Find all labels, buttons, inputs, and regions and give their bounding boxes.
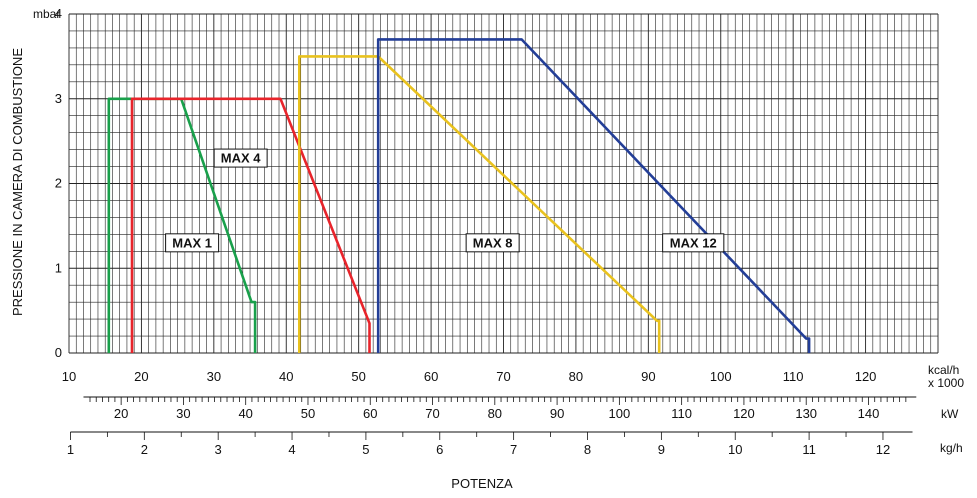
kw-tick-label: 50 — [301, 406, 315, 421]
kgh-unit-label: kg/h — [940, 441, 963, 455]
kgh-tick-label: 11 — [802, 442, 816, 457]
kgh-tick-label: 2 — [141, 442, 148, 457]
series-name-box — [165, 233, 220, 253]
kcal-tick-label: 50 — [351, 369, 365, 384]
kcal-tick-label: 30 — [207, 369, 221, 384]
grid — [68, 13, 939, 354]
y-tick-label: 2 — [55, 176, 62, 191]
kw-unit-label: kW — [941, 407, 959, 421]
kcal-tick-label: 40 — [279, 369, 293, 384]
kcal-tick-label: 90 — [641, 369, 655, 384]
kw-tick-label: 90 — [550, 406, 564, 421]
series-name-label: MAX 4 — [221, 151, 262, 166]
kcal-tick-label: 70 — [496, 369, 510, 384]
kw-tick-label: 80 — [488, 406, 502, 421]
kgh-tick-label: 10 — [728, 442, 742, 457]
series-line — [107, 97, 257, 353]
kgh-tick-label: 4 — [288, 442, 295, 457]
y-axis-unit: mbar — [33, 7, 60, 21]
kgh-tick-label: 1 — [67, 442, 74, 457]
kw-tick-label: 60 — [363, 406, 377, 421]
y-axis-label: PRESSIONE IN CAMERA DI COMBUSTIONE — [10, 48, 25, 316]
kw-tick-label: 40 — [238, 406, 252, 421]
kgh-tick-label: 12 — [876, 442, 890, 457]
kgh-tick-label: 5 — [362, 442, 369, 457]
kw-tick-label: 140 — [858, 406, 880, 421]
y-tick-label: 3 — [55, 91, 62, 106]
series-name-label: MAX 8 — [473, 235, 513, 250]
series-name-label: MAX 12 — [670, 235, 717, 250]
kcal-tick-label: 110 — [783, 369, 804, 384]
series-line — [376, 38, 811, 353]
kw-tick-label: 70 — [425, 406, 439, 421]
kcal-unit-label: kcal/h — [928, 363, 959, 377]
kgh-tick-label: 8 — [584, 442, 591, 457]
kcal-tick-label: 20 — [134, 369, 148, 384]
kgh-tick-label: 7 — [510, 442, 517, 457]
x-axis-label: POTENZA — [451, 476, 513, 491]
y-tick-label: 4 — [55, 6, 62, 21]
kw-tick-label: 120 — [733, 406, 755, 421]
kw-tick-label: 130 — [795, 406, 817, 421]
series-line — [130, 97, 371, 353]
kcal-tick-label: 10 — [62, 369, 76, 384]
kcal-tick-label: 100 — [710, 369, 732, 384]
kcal-tick-label: 120 — [855, 369, 877, 384]
kgh-tick-label: 3 — [215, 442, 222, 457]
series-line — [297, 55, 661, 353]
kcal-tick-label: 80 — [569, 369, 583, 384]
series-name-box — [213, 148, 268, 168]
series-name-box — [465, 233, 520, 253]
kw-tick-label: 100 — [609, 406, 631, 421]
kcal-unit-multiplier: x 1000 — [928, 376, 964, 390]
kgh-tick-label: 6 — [436, 442, 443, 457]
kw-tick-label: 30 — [176, 406, 190, 421]
series-name-box — [662, 233, 725, 253]
y-tick-label: 0 — [55, 345, 62, 360]
y-tick-label: 1 — [55, 260, 62, 275]
kgh-tick-label: 9 — [658, 442, 665, 457]
kw-tick-label: 20 — [114, 406, 128, 421]
kcal-tick-label: 60 — [424, 369, 438, 384]
kw-tick-label: 110 — [671, 406, 692, 421]
series-group — [107, 38, 811, 353]
series-name-label: MAX 1 — [172, 235, 212, 250]
